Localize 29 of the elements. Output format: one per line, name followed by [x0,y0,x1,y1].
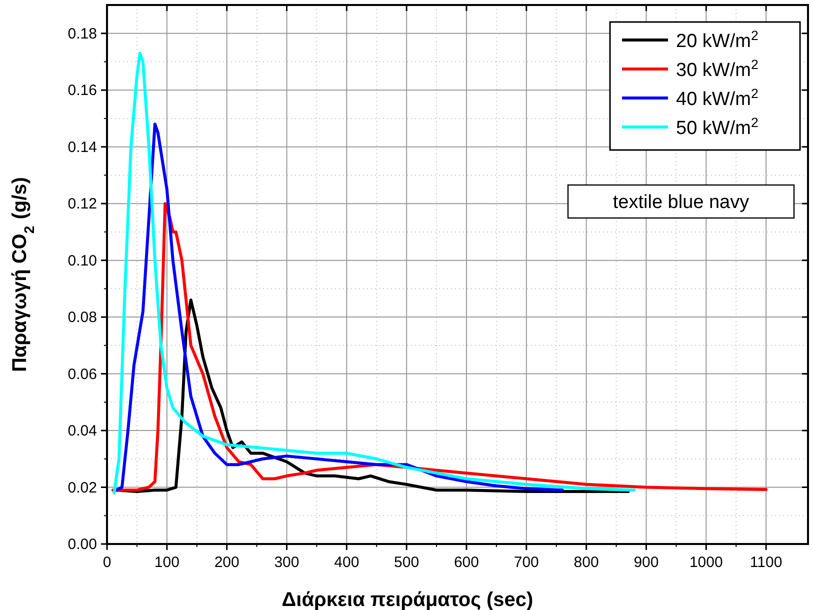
x-tick-label: 500 [394,554,420,571]
x-axis-title: Διάρκεια πειράματος (sec) [282,589,534,610]
x-tick-label: 100 [154,554,180,571]
x-tick-label: 400 [334,554,360,571]
legend-label: 50 kW/m$^{2}$ [676,114,758,139]
y-tick-label: 0.16 [68,82,97,100]
x-tick-label: 900 [634,554,659,571]
legend-label: 20 kW/m$^{2}$ [676,28,758,52]
x-tick-label: 1000 [689,554,723,571]
x-tick-label: 200 [214,554,240,571]
x-tick-label: 800 [574,554,599,571]
x-tick-label: 600 [454,554,480,571]
y-tick-label: 0.10 [68,252,97,270]
y-tick-label: 0.04 [68,422,97,440]
y-tick-label: 0.06 [68,366,97,383]
y-tick-label: 0.02 [68,479,97,496]
x-tick-label: 1100 [750,554,782,571]
legend-label: 30 kW/m$^{2}$ [676,56,758,81]
x-tick-label: 0 [102,554,112,571]
legend-label: 40 kW/m$^{2}$ [676,86,758,110]
x-tick-label: 300 [274,554,300,571]
line-series [114,122,564,492]
annotation: textile blue navy [612,192,750,213]
y-tick-label: 0.08 [68,309,97,326]
x-tick-label: 700 [514,554,539,571]
y-tick-label: 0.00 [68,536,97,553]
y-tick-label: 0.12 [68,196,97,213]
y-tick-label: 0.14 [68,138,97,156]
y-tick-label: 0.18 [68,25,97,42]
